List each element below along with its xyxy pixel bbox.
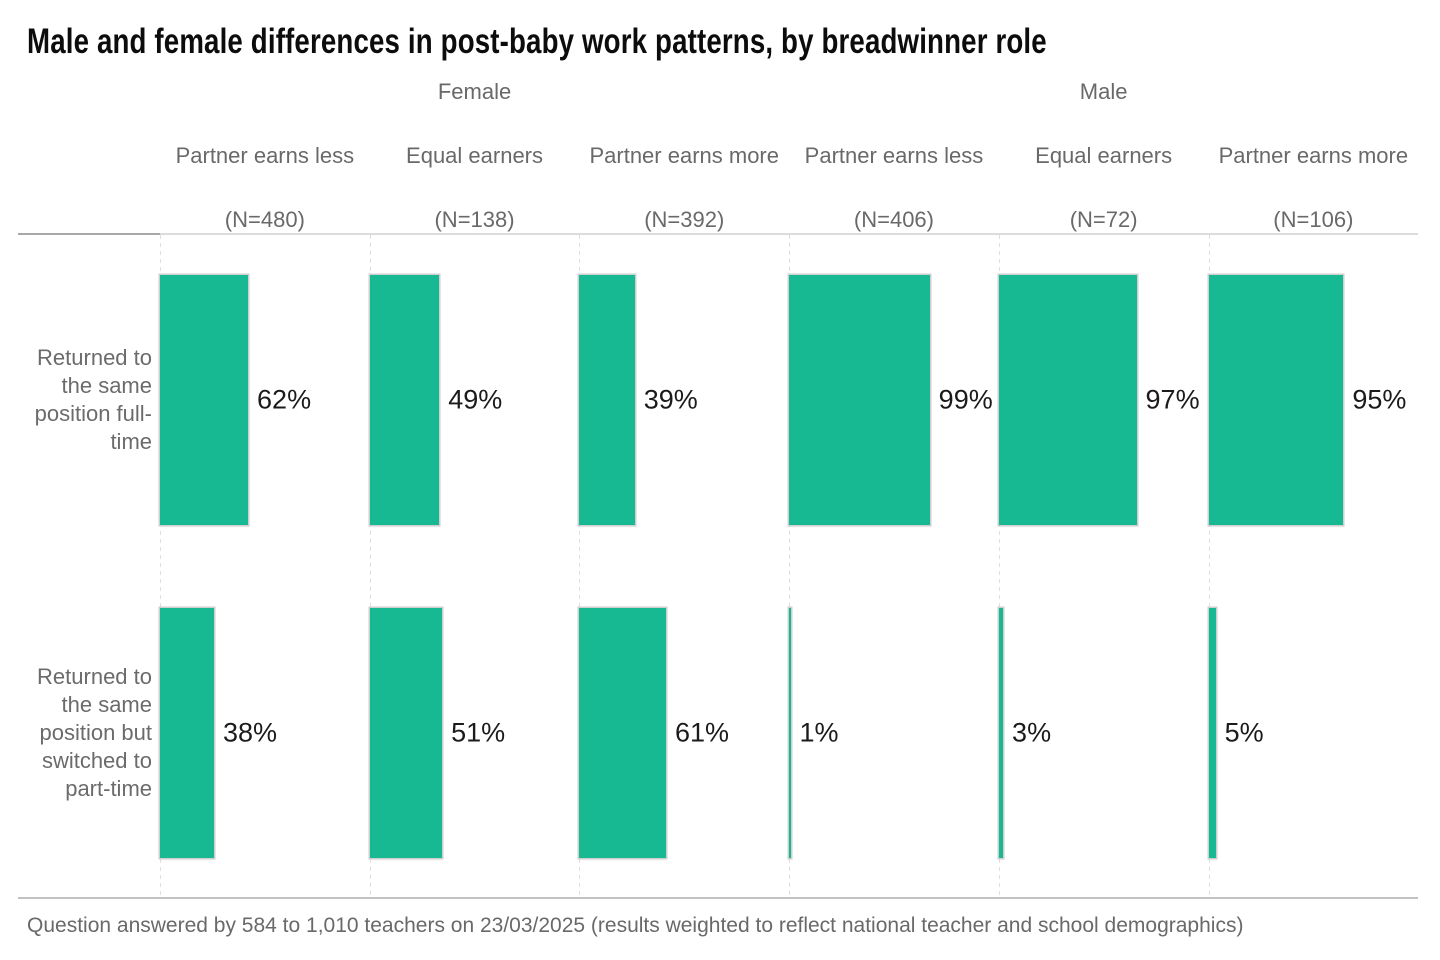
value-label: 49% xyxy=(448,384,503,415)
bar xyxy=(579,608,666,858)
bar xyxy=(998,275,1137,525)
column-n-label: (N=392) xyxy=(644,207,725,232)
chart-title: Male and female differences in post-baby… xyxy=(27,22,1047,61)
value-label: 95% xyxy=(1352,384,1407,415)
bar xyxy=(160,275,249,525)
bar xyxy=(369,608,443,858)
bar xyxy=(789,275,930,525)
bar xyxy=(1208,608,1216,858)
top-axis-line-label-segment xyxy=(18,232,160,235)
footnote: Question answered by 584 to 1,010 teache… xyxy=(27,914,1244,937)
column-header: Partner earns more xyxy=(589,143,779,168)
bar xyxy=(160,608,214,858)
column-n-label: (N=72) xyxy=(1069,207,1138,232)
bar xyxy=(1208,275,1344,525)
bottom-axis-line xyxy=(18,897,1418,899)
grid-vline xyxy=(160,235,161,897)
bar xyxy=(369,275,440,525)
grid-vline xyxy=(579,235,581,897)
row-label: Returned to the same position but switch… xyxy=(37,664,152,801)
value-label: 38% xyxy=(222,717,277,748)
chart: Female Male Partner earns less (N=480) Equa… xyxy=(18,0,1418,960)
group-label: Female xyxy=(437,79,512,104)
top-axis-line xyxy=(18,233,1418,235)
value-label: 61% xyxy=(675,717,730,748)
column-header: Equal earners xyxy=(406,143,544,168)
bar xyxy=(579,275,635,525)
value-label: 51% xyxy=(451,717,506,748)
bar xyxy=(998,608,1004,858)
column-n-label: (N=106) xyxy=(1273,207,1354,232)
grid-vline xyxy=(1208,235,1210,897)
column-n-label: (N=406) xyxy=(853,207,934,232)
column-header: Equal earners xyxy=(1035,143,1173,168)
value-label: 97% xyxy=(1145,384,1200,415)
value-label: 62% xyxy=(257,384,312,415)
grid-vline xyxy=(369,235,371,897)
column-n-label: (N=480) xyxy=(224,207,305,232)
column-header: Partner earns more xyxy=(1218,143,1409,168)
plot-area: Returned to the same position full-time 6… xyxy=(18,232,1418,899)
grid-vline xyxy=(998,235,1000,897)
grid-vline xyxy=(789,235,791,897)
value-label: 3% xyxy=(1012,717,1052,748)
value-label: 39% xyxy=(643,384,698,415)
column-n-label: (N=138) xyxy=(434,207,515,232)
value-label: 99% xyxy=(938,384,993,415)
group-label: Male xyxy=(1079,79,1128,104)
value-label: 5% xyxy=(1224,717,1264,748)
bar xyxy=(789,608,791,858)
value-label: 1% xyxy=(799,717,839,748)
row-label: Returned to the same position full-time xyxy=(34,345,152,454)
column-header: Partner earns less xyxy=(804,143,984,168)
column-header: Partner earns less xyxy=(175,143,355,168)
